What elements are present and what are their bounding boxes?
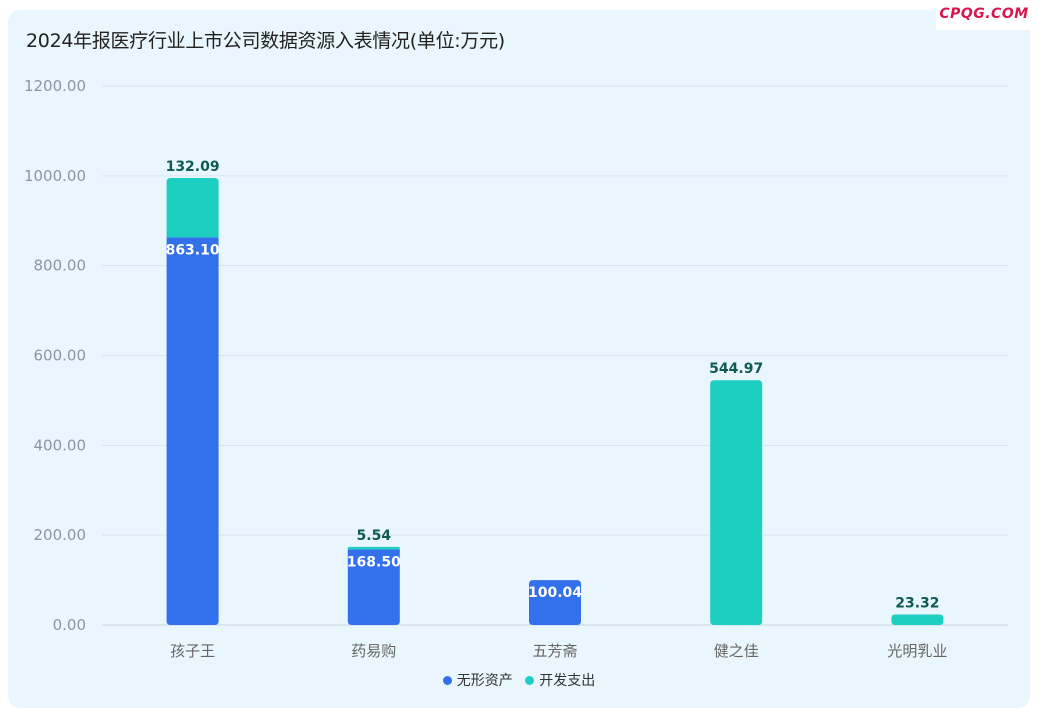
- y-tick-label: 200.00: [34, 526, 87, 544]
- brand-watermark: CPQG.COM: [936, 0, 1032, 30]
- x-tick-label: 健之佳: [714, 642, 759, 660]
- legend: 无形资产 开发支出: [0, 670, 1038, 690]
- x-tick-label: 药易购: [351, 642, 396, 660]
- bar-dev: [891, 614, 944, 625]
- y-tick-label: 0.00: [53, 616, 86, 634]
- x-tick-label: 光明乳业: [887, 642, 947, 660]
- y-tick-label: 1000.00: [24, 167, 86, 185]
- data-label: 168.50: [347, 554, 401, 570]
- data-label: 132.09: [166, 159, 220, 175]
- data-label: 544.97: [709, 361, 763, 377]
- y-tick-label: 800.00: [34, 257, 87, 275]
- data-label: 23.32: [895, 596, 939, 612]
- data-label: 5.54: [357, 528, 392, 544]
- y-tick-label: 600.00: [34, 347, 87, 365]
- legend-label-dev: 开发支出: [539, 673, 596, 689]
- legend-item-dev[interactable]: 开发支出: [525, 670, 595, 690]
- data-label: 863.10: [166, 242, 220, 258]
- legend-label-intangible: 无形资产: [456, 673, 513, 689]
- chart-title: 2024年报医疗行业上市公司数据资源入表情况(单位:万元): [26, 30, 505, 52]
- data-label: 100.04: [528, 585, 582, 601]
- legend-dot-intangible: [442, 675, 452, 685]
- bar-dev: [347, 546, 400, 550]
- bar-intangible: [166, 237, 219, 625]
- x-tick-label: 五芳斋: [532, 642, 577, 660]
- bar-dev: [166, 177, 219, 238]
- y-tick-label: 400.00: [34, 436, 87, 454]
- y-tick-label: 1200.00: [24, 77, 86, 95]
- x-tick-label: 孩子王: [170, 642, 215, 660]
- bar-intangible: [347, 549, 400, 625]
- bar-dev: [710, 380, 763, 625]
- bar-intangible: [529, 580, 581, 625]
- legend-item-intangible[interactable]: 无形资产: [442, 670, 513, 690]
- legend-dot-dev: [525, 675, 535, 685]
